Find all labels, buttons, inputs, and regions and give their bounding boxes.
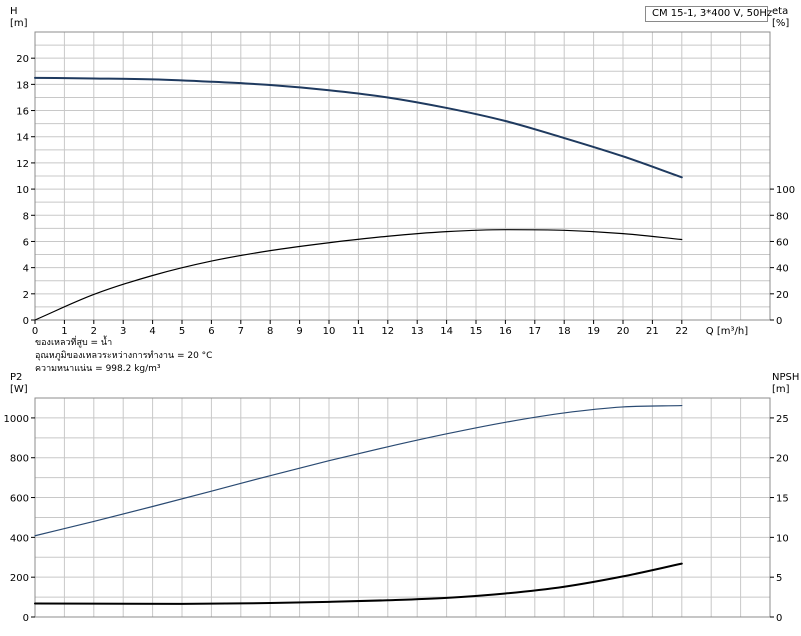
upper-x-axis-label: Q [m³/h] xyxy=(706,326,748,337)
lower-y-right-axis-label: NPSH xyxy=(772,372,799,383)
upper-y-left-tick-label: 12 xyxy=(16,159,29,170)
note-density: ความหนาแน่น = 998.2 kg/m³ xyxy=(35,364,161,374)
lower-y-left-tick-label: 200 xyxy=(10,573,29,584)
upper-x-tick-label: 18 xyxy=(558,326,571,337)
upper-y-right-tick-label: 100 xyxy=(776,185,795,196)
lower-y-right-tick-label: 20 xyxy=(776,454,789,465)
lower-y-left-axis-label: P2 xyxy=(10,372,22,383)
lower-y-left-axis-unit: [W] xyxy=(10,384,28,395)
upper-x-tick-label: 14 xyxy=(440,326,453,337)
upper-x-tick-label: 17 xyxy=(528,326,541,337)
upper-x-tick-label: 7 xyxy=(238,326,244,337)
lower-y-left-tick-label: 1000 xyxy=(4,414,29,425)
upper-y-right-axis-label: eta xyxy=(772,6,788,17)
upper-x-tick-label: 20 xyxy=(617,326,630,337)
upper-y-right-tick-label: 0 xyxy=(776,316,782,327)
upper-x-tick-label: 5 xyxy=(179,326,185,337)
upper-y-right-tick-label: 40 xyxy=(776,264,789,275)
note-liquid: ของเหลวที่สูบ = น้ำ xyxy=(35,338,113,348)
upper-y-left-tick-label: 10 xyxy=(16,185,29,196)
upper-y-left-tick-label: 20 xyxy=(16,54,29,65)
lower-y-right-tick-label: 15 xyxy=(776,494,789,505)
upper-x-tick-label: 13 xyxy=(411,326,424,337)
upper-x-tick-label: 12 xyxy=(381,326,394,337)
upper-x-tick-label: 19 xyxy=(587,326,600,337)
lower-y-left-tick-label: 0 xyxy=(23,613,29,624)
upper-y-left-tick-label: 14 xyxy=(16,133,29,144)
upper-y-left-axis-unit: [m] xyxy=(10,18,28,29)
upper-y-left-axis-label: H xyxy=(10,6,18,17)
model-label: CM 15-1, 3*400 V, 50Hz xyxy=(645,6,772,22)
upper-y-right-axis-unit: [%] xyxy=(772,18,789,29)
upper-x-tick-label: 6 xyxy=(208,326,214,337)
lower-y-right-axis-unit: [m] xyxy=(772,384,790,395)
lower-series-line-2 xyxy=(34,562,683,605)
upper-x-tick-label: 2 xyxy=(91,326,97,337)
upper-y-left-tick-label: 18 xyxy=(16,80,29,91)
upper-x-tick-label: 11 xyxy=(352,326,365,337)
upper-y-right-tick-label: 80 xyxy=(776,211,789,222)
upper-series-line-1 xyxy=(34,76,683,179)
upper-x-tick-label: 16 xyxy=(499,326,512,337)
upper-x-tick-label: 22 xyxy=(675,326,688,337)
lower-y-left-tick-label: 800 xyxy=(10,454,29,465)
upper-x-tick-label: 1 xyxy=(61,326,67,337)
lower-series-line-1 xyxy=(34,404,683,537)
lower-y-right-tick-label: 5 xyxy=(776,573,782,584)
upper-x-tick-label: 4 xyxy=(149,326,155,337)
upper-x-tick-label: 9 xyxy=(296,326,302,337)
upper-plot-frame xyxy=(34,31,771,321)
upper-x-tick-label: 0 xyxy=(32,326,38,337)
upper-y-left-tick-label: 2 xyxy=(23,290,29,301)
upper-y-left-tick-label: 6 xyxy=(23,237,29,248)
upper-x-tick-label: 21 xyxy=(646,326,659,337)
upper-y-right-tick-label: 20 xyxy=(776,290,789,301)
upper-x-tick-label: 15 xyxy=(470,326,483,337)
upper-series-line-2 xyxy=(34,229,683,321)
upper-x-tick-label: 10 xyxy=(323,326,336,337)
upper-y-left-tick-label: 8 xyxy=(23,211,29,222)
lower-y-right-tick-label: 25 xyxy=(776,414,789,425)
upper-y-right-tick-label: 60 xyxy=(776,237,789,248)
upper-y-left-tick-label: 4 xyxy=(23,264,29,275)
medium-notes: ของเหลวที่สูบ = น้ำ อุณหภูมิของเหลวระหว่… xyxy=(35,337,212,376)
lower-plot-frame xyxy=(34,397,771,618)
upper-y-left-tick-label: 16 xyxy=(16,107,29,118)
upper-y-left-tick-label: 0 xyxy=(23,316,29,327)
lower-y-right-tick-label: 0 xyxy=(776,613,782,624)
lower-y-left-tick-label: 400 xyxy=(10,533,29,544)
lower-y-left-tick-label: 600 xyxy=(10,494,29,505)
note-temperature: อุณหภูมิของเหลวระหว่างการทำงาน = 20 °C xyxy=(35,351,213,361)
lower-y-right-tick-label: 10 xyxy=(776,533,789,544)
upper-x-tick-label: 8 xyxy=(267,326,273,337)
upper-x-tick-label: 3 xyxy=(120,326,126,337)
